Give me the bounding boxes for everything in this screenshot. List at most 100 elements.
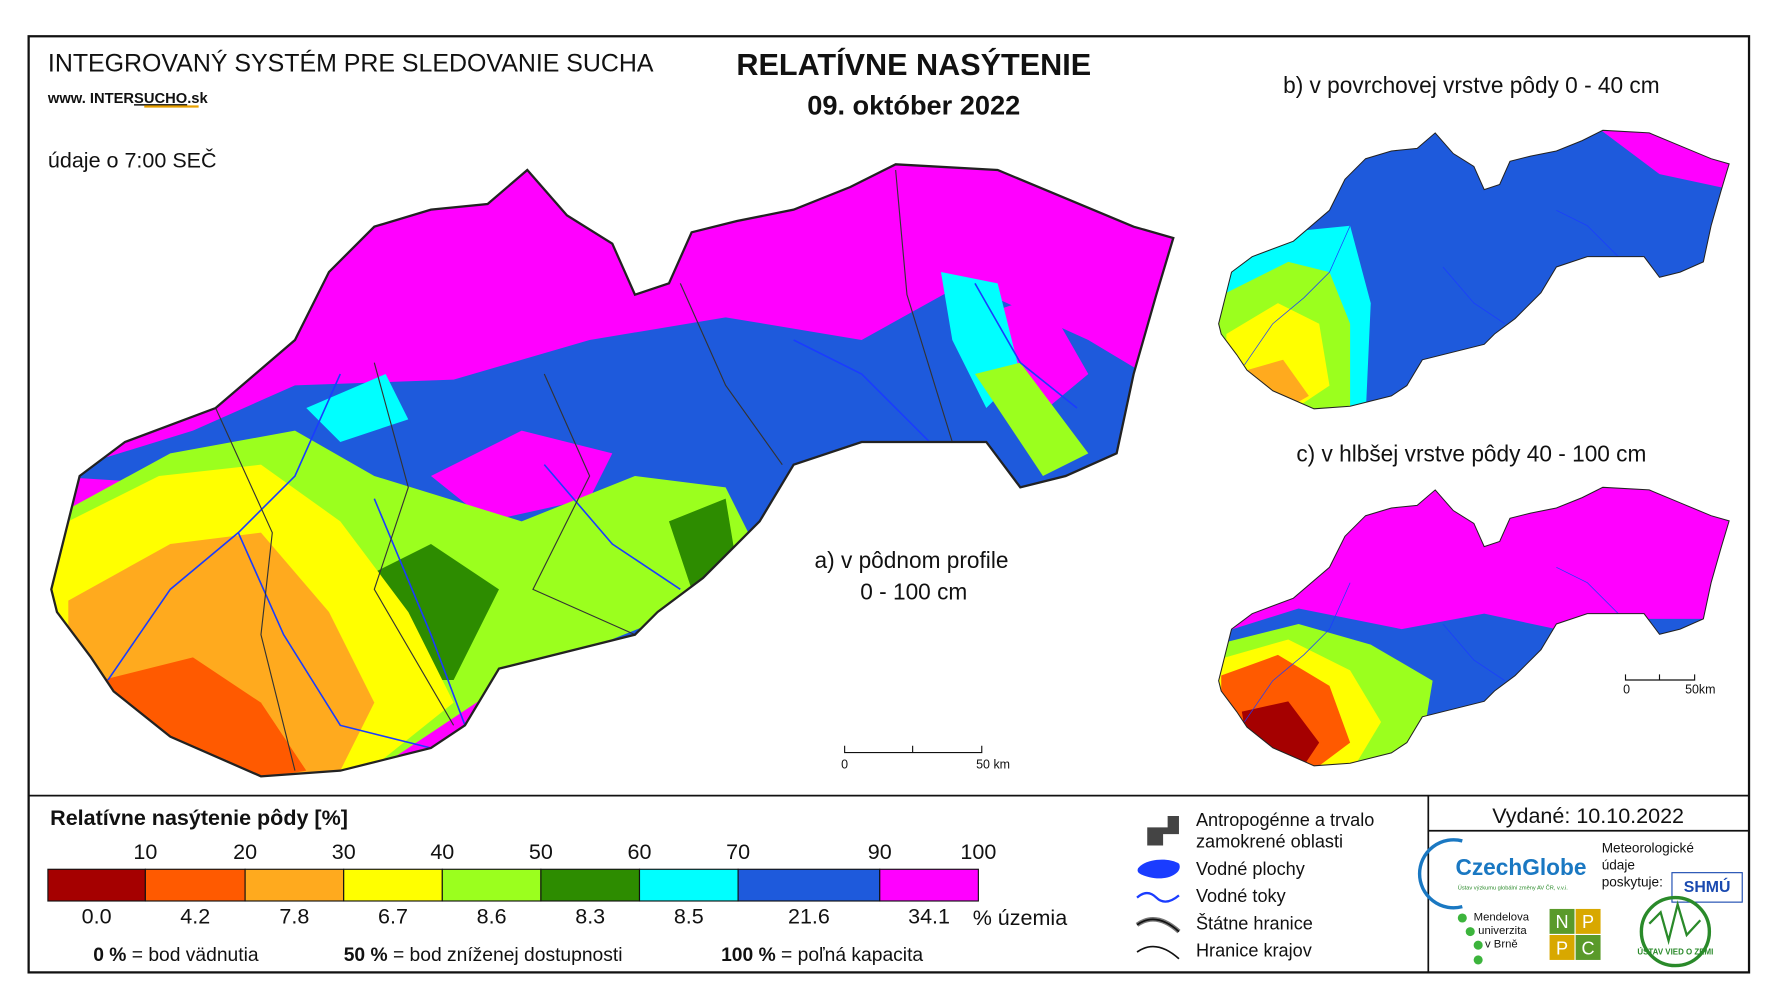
legend-swatch	[244, 868, 345, 902]
legend-share: 0.0	[82, 905, 112, 929]
legend-threshold: 20	[233, 840, 257, 864]
legend-scale: 10 0.0 20 4.2 30 7.8 40 6.7 50 8.6 60 8.3 70 8.5 90 21.…	[47, 840, 996, 929]
legend-title: Relatívne nasýtenie pôdy [%]	[50, 806, 348, 830]
logo-dot	[1457, 913, 1467, 923]
symbol-label: Štátne hranice	[1196, 912, 1313, 933]
region-border	[215, 169, 953, 771]
uvz-logo	[1639, 895, 1712, 968]
legend-share: 21.6	[788, 905, 830, 929]
share-unit: % územia	[973, 906, 1068, 930]
note-value: 0 %	[93, 945, 126, 966]
nppc-cell	[1575, 908, 1601, 934]
scale-label: 0	[1623, 683, 1630, 697]
scale-label: 50 km	[976, 757, 1010, 771]
legend-swatch	[47, 868, 146, 902]
frame	[27, 35, 1751, 974]
legend-share: 8.5	[674, 905, 704, 929]
meteo-text: poskytuje:	[1602, 874, 1663, 889]
uvz-text: ÚSTAV VIED O ZEMI	[1637, 947, 1713, 956]
map-fill	[340, 498, 737, 680]
map-fill	[430, 260, 1089, 522]
symbol-label: Vodné plochy	[1196, 859, 1306, 879]
nppc-cell	[1549, 935, 1575, 960]
legend-threshold: 70	[726, 840, 750, 864]
river	[1244, 566, 1619, 723]
note-value: 100 %	[721, 945, 776, 966]
note-text: = poľná kapacita	[781, 945, 923, 966]
system-name: INTEGROVANÝ SYSTÉM PRE SLEDOVANIE SUCHA	[48, 48, 654, 77]
legend-threshold: 10	[133, 840, 157, 864]
legend-swatch	[879, 868, 979, 902]
uvz-logo	[1648, 900, 1702, 946]
nppc-letter: C	[1582, 938, 1595, 958]
website-part: www. INTER	[47, 91, 135, 107]
legend-share: 8.6	[477, 905, 507, 929]
legend-swatch	[540, 868, 641, 902]
river	[1244, 209, 1619, 366]
map-label: c) v hlbšej vrstve pôdy 40 - 100 cm	[1296, 440, 1646, 466]
note-value: 50 %	[344, 945, 388, 966]
legend-threshold: 40	[430, 840, 454, 864]
legend-share: 8.3	[575, 905, 605, 929]
legend-swatch	[638, 868, 739, 902]
scale-label: 0	[841, 757, 848, 771]
legend-threshold: 100	[960, 840, 996, 864]
meteo-text: Meteorologické	[1602, 840, 1694, 855]
symbol-icon	[1136, 945, 1180, 960]
legend-swatch	[737, 868, 881, 902]
note-text: = bod vädnutia	[132, 945, 259, 966]
legend-threshold: 60	[628, 840, 652, 864]
logo-dot	[1473, 955, 1483, 965]
meteo-text: údaje	[1602, 857, 1635, 872]
legend-threshold: 90	[868, 840, 892, 864]
time-note: údaje o 7:00 SEČ	[48, 148, 217, 173]
note: 50 % = bod zníženej dostupnosti	[344, 945, 623, 966]
title: RELATÍVNE NASÝTENIE	[736, 47, 1091, 82]
scale-bar	[844, 745, 983, 754]
mendel-text: v Brně	[1485, 938, 1518, 950]
river	[107, 282, 1078, 749]
legend-threshold: 50	[529, 840, 553, 864]
legend-swatch	[343, 868, 443, 902]
czechglobe-sub: Ústav výzkumu globální změny AV ČR, v.v.…	[1458, 885, 1568, 892]
symbol-icon	[1136, 891, 1180, 903]
nppc-cell	[1549, 908, 1575, 934]
nppc-letter: N	[1555, 912, 1568, 932]
nppc-logo: N PP C	[1549, 908, 1601, 960]
logo-arc	[1417, 838, 1463, 910]
date: 09. október 2022	[807, 89, 1020, 120]
map-fill	[306, 272, 1021, 442]
note: 100 % = poľná kapacita	[721, 945, 923, 966]
symbol-icon	[1137, 859, 1180, 879]
legend-swatch	[144, 868, 246, 902]
shmu-text: SHMÚ	[1684, 877, 1731, 896]
map-label: b) v povrchovej vrstve pôdy 0 - 40 cm	[1283, 72, 1660, 98]
scale-bar	[1624, 674, 1696, 681]
note: 0 % = bod vädnutia	[93, 945, 259, 966]
symbol-label: Antropogénne a trvalo	[1196, 810, 1374, 830]
nppc-letter: P	[1582, 912, 1594, 932]
scale-label: 50km	[1685, 683, 1715, 697]
symbol-label: Vodné toky	[1196, 886, 1287, 906]
website: www. INTERSUCHO.sk	[47, 91, 209, 107]
nppc-letter: P	[1556, 938, 1568, 958]
mendel-text: Mendelova	[1474, 911, 1530, 923]
legend-share: 4.2	[180, 905, 210, 929]
map-fill	[1241, 701, 1320, 766]
website-part: SUCHO	[134, 91, 187, 107]
legend-share: 6.7	[378, 905, 408, 929]
logo-dot	[1473, 940, 1483, 950]
issued-date: Vydané: 10.10.2022	[1492, 804, 1684, 828]
symbol-icon	[1147, 816, 1179, 846]
note-text: = bod zníženej dostupnosti	[393, 945, 623, 966]
symbol-icon	[1136, 918, 1180, 933]
map-label: 0 - 100 cm	[860, 579, 967, 605]
czechglobe-logo: CzechGlobe	[1456, 854, 1587, 880]
nppc-cell	[1575, 935, 1601, 960]
logo-dot	[1465, 927, 1475, 937]
legend-share: 34.1	[908, 905, 950, 929]
map-label: a) v pôdnom profile	[815, 547, 1009, 573]
legend-threshold: 30	[332, 840, 356, 864]
website-part: .sk	[187, 91, 208, 107]
